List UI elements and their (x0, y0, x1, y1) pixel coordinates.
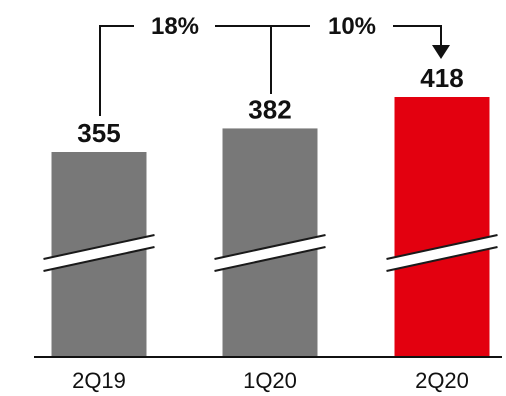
axis-break-2q20 (385, 234, 499, 272)
growth-connectors (99, 25, 450, 116)
category-labels-group: 2Q19 1Q20 2Q20 (72, 368, 469, 393)
value-label-1q20: 382 (248, 94, 291, 124)
growth-label-qoq: 10% (328, 13, 376, 40)
growth-arrow-icon (432, 45, 450, 59)
bar-2q20 (394, 97, 490, 357)
category-label-1q20: 1Q20 (243, 368, 297, 393)
value-label-2q20: 418 (420, 63, 463, 93)
growth-connector-long (99, 25, 134, 116)
value-label-2q19: 355 (77, 118, 120, 148)
growth-connector-end (393, 25, 442, 46)
axis-breaks-group (42, 234, 499, 272)
growth-label-yoy: 18% (151, 13, 199, 40)
axis-break-1q20 (213, 234, 327, 272)
category-label-2q20: 2Q20 (415, 368, 469, 393)
category-label-2q19: 2Q19 (72, 368, 126, 393)
value-labels-group: 355 382 418 (77, 63, 463, 148)
axis-break-2q19 (42, 234, 156, 272)
